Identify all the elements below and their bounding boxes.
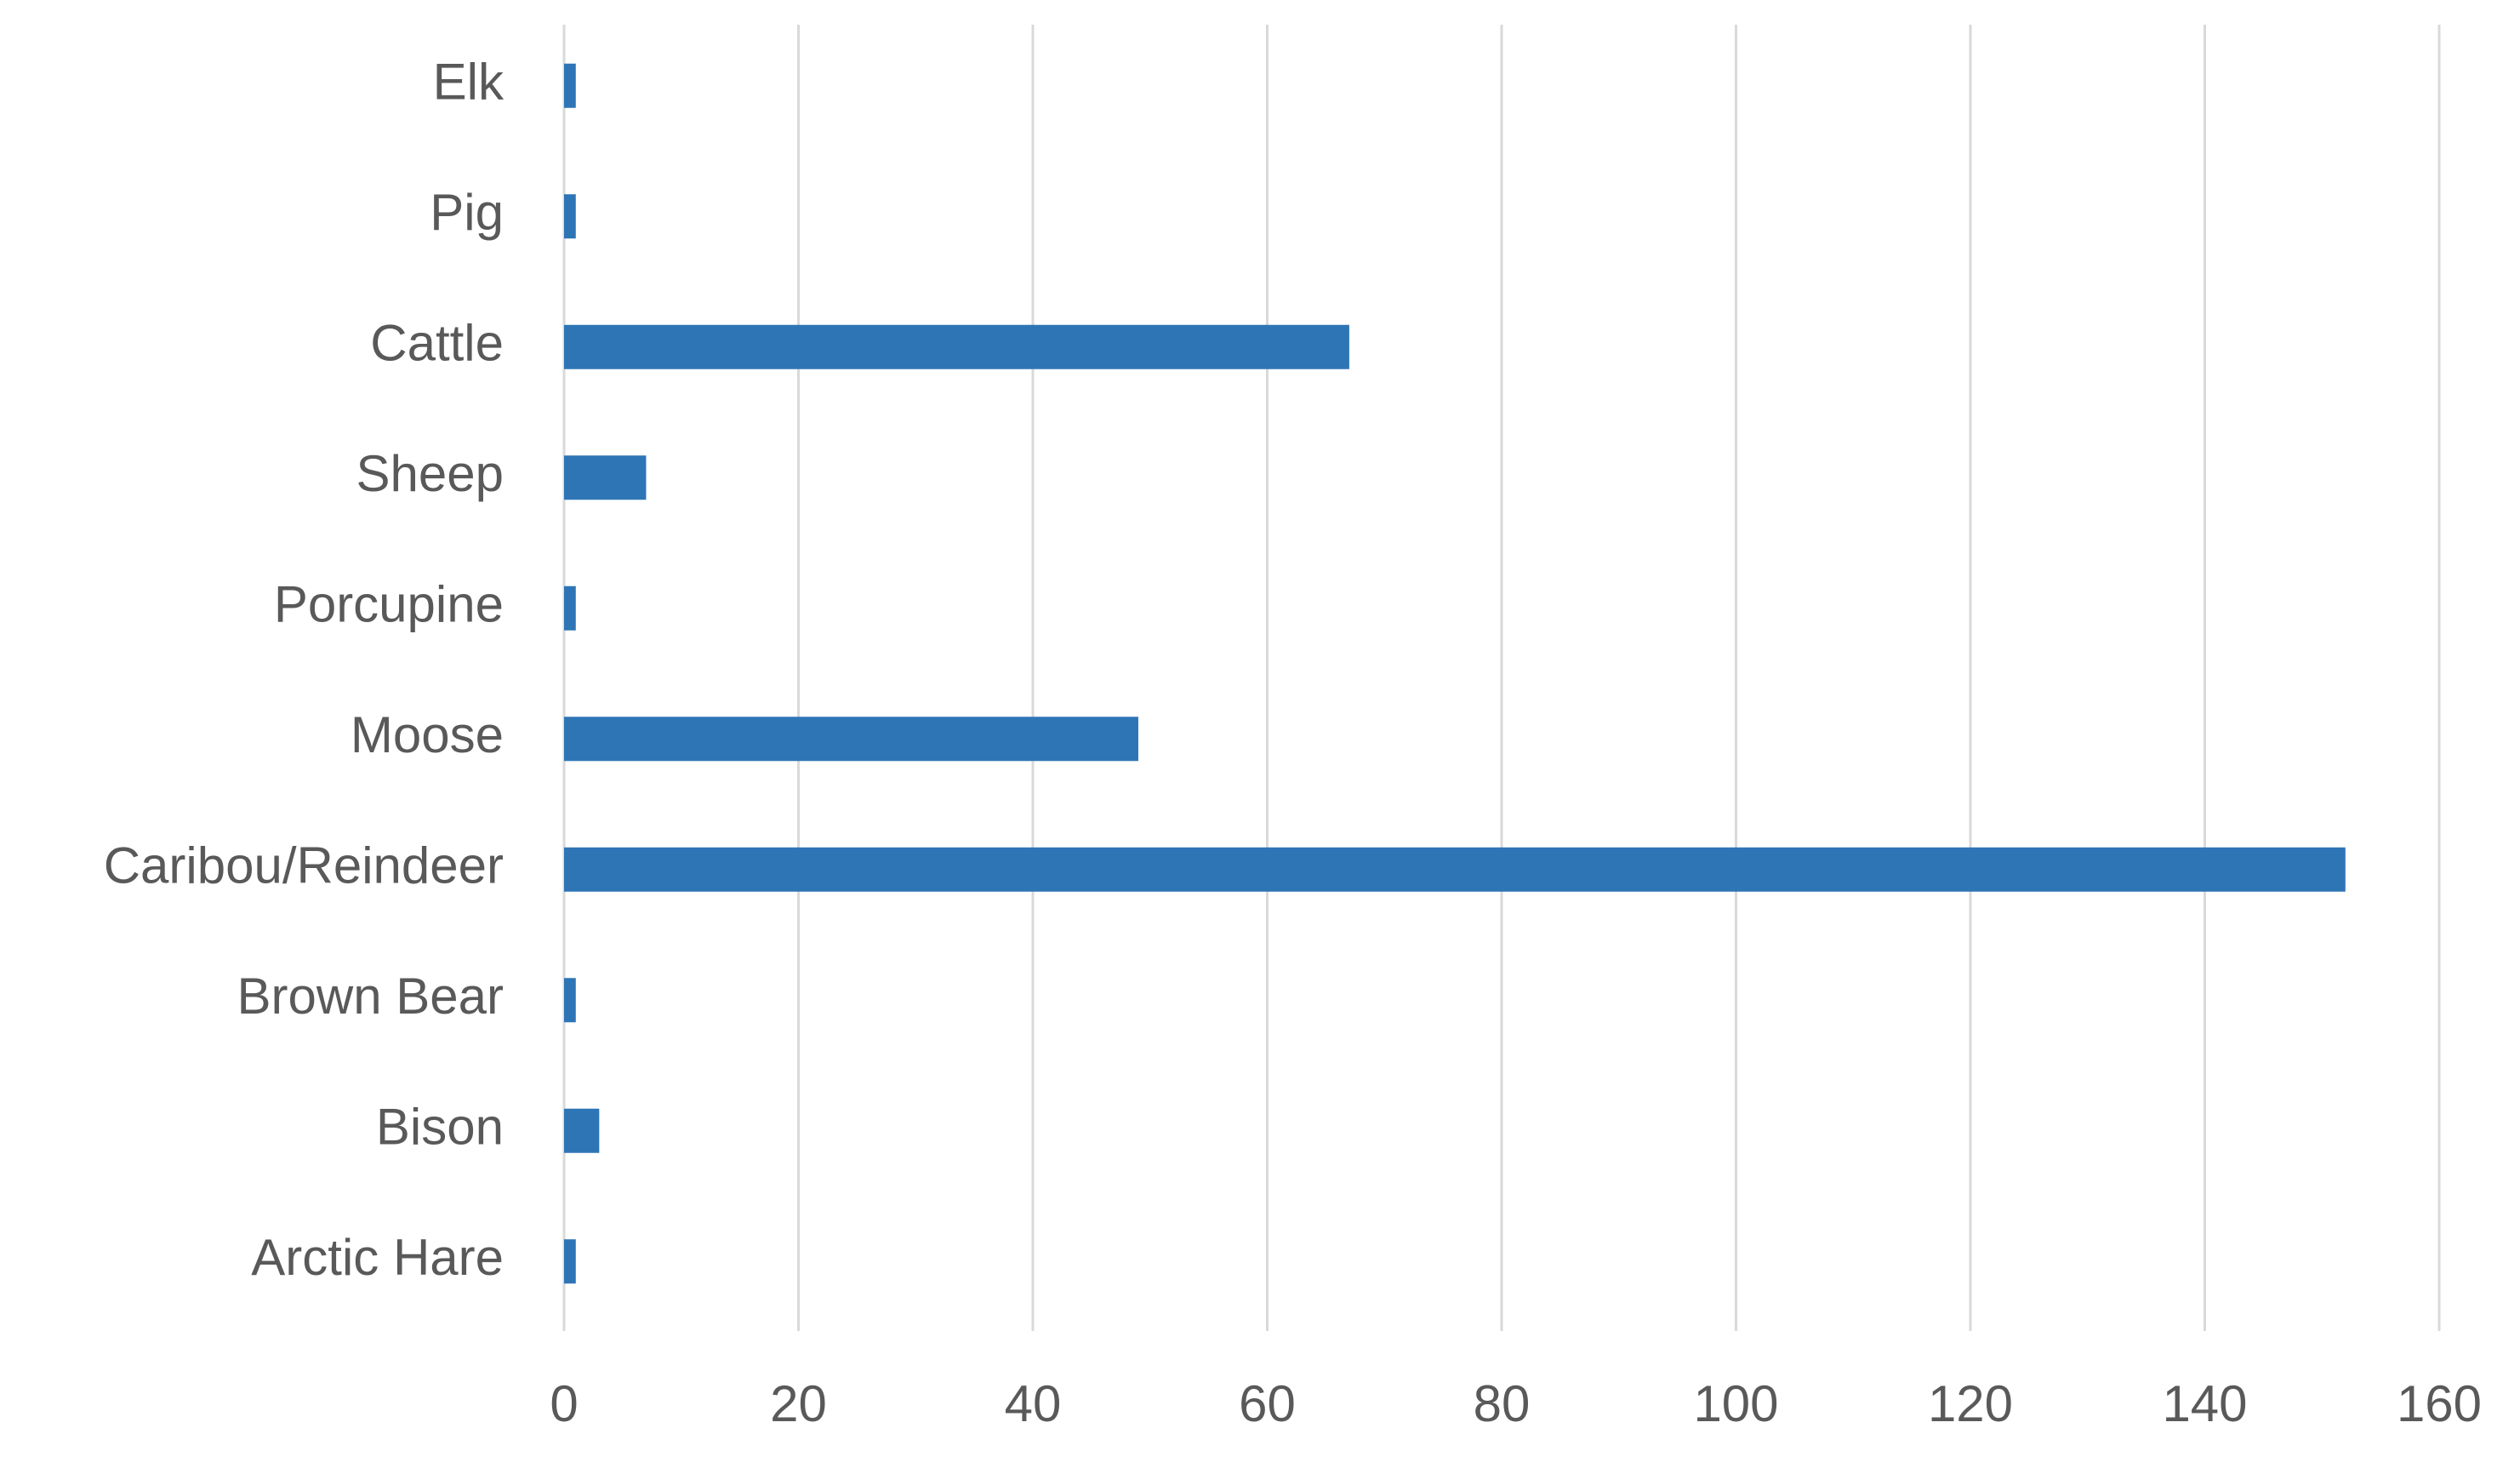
bar: [564, 455, 647, 500]
y-tick-label: Bison: [376, 1099, 504, 1156]
y-tick-label: Caribou/Reindeer: [104, 837, 504, 894]
x-tick-label: 100: [1693, 1375, 1778, 1432]
x-tick-label: 60: [1239, 1375, 1296, 1432]
y-tick-label: Sheep: [356, 445, 505, 502]
y-tick-label: Porcupine: [274, 576, 504, 633]
x-tick-label: 0: [550, 1375, 578, 1432]
bar: [564, 1239, 576, 1284]
bar: [564, 63, 576, 108]
bar: [564, 847, 2346, 892]
y-tick-label: Cattle: [370, 315, 504, 372]
x-tick-label: 80: [1474, 1375, 1531, 1432]
bar: [564, 978, 576, 1023]
x-tick-label: 160: [2397, 1375, 2482, 1432]
y-tick-label: Pig: [430, 184, 504, 241]
y-tick-label: Arctic Hare: [251, 1229, 504, 1286]
y-tick-label: Moose: [351, 706, 504, 763]
y-tick-label: Elk: [433, 54, 505, 111]
x-tick-label: 20: [770, 1375, 827, 1432]
bar: [564, 324, 1349, 369]
bar: [564, 585, 576, 631]
y-tick-label: Brown Bear: [237, 968, 504, 1025]
x-tick-label: 140: [2162, 1375, 2247, 1432]
bar: [564, 194, 576, 239]
x-tick-label: 120: [1928, 1375, 2013, 1432]
x-tick-label: 40: [1005, 1375, 1062, 1432]
bar: [564, 1108, 600, 1153]
bar: [564, 717, 1138, 762]
